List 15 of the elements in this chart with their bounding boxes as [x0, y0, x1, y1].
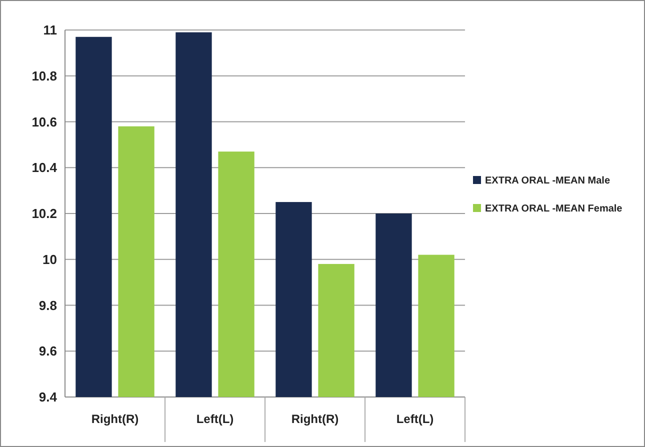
y-tick-label: 9.6	[38, 344, 57, 359]
y-tick-label: 10.6	[32, 114, 57, 130]
legend-label: EXTRA ORAL -MEAN Female	[485, 204, 623, 214]
y-tick-label: 10	[42, 252, 57, 267]
x-tick-label: Left(L)	[396, 412, 434, 426]
y-tick-label: 11	[43, 22, 57, 38]
y-tick-label: 9.8	[38, 298, 57, 313]
x-tick-label: Right(R)	[91, 412, 139, 426]
x-tick-label: Left(L)	[196, 412, 234, 426]
y-tick-label: 10.8	[32, 68, 57, 84]
x-tick-label: Right(R)	[291, 412, 339, 426]
y-tick-label: 10.4	[32, 160, 58, 176]
legend-label: EXTRA ORAL -MEAN Male	[485, 176, 610, 186]
y-tick-label: 9.4	[38, 390, 58, 405]
y-tick-label: 10.2	[32, 206, 57, 222]
